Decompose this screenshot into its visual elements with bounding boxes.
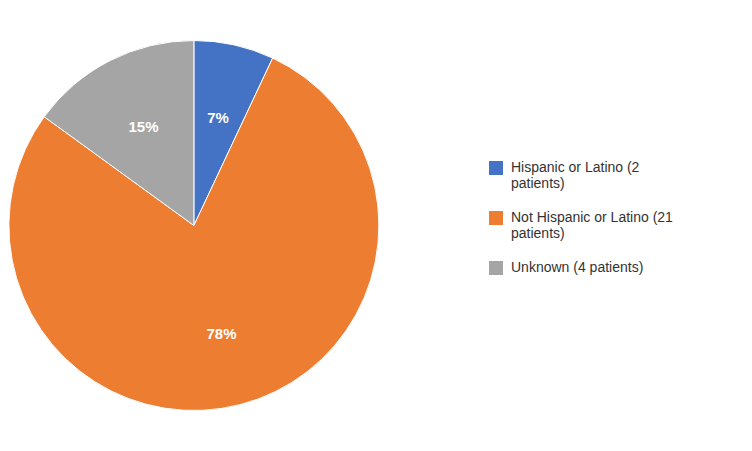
html-text:patients): patients) bbox=[511, 224, 565, 241]
svg-text:78%: 78% bbox=[206, 325, 236, 342]
html-text:Hispanic or Latino (2: Hispanic or Latino (2 bbox=[511, 158, 640, 175]
html-text:Unknown (4 patients): Unknown (4 patients) bbox=[511, 258, 644, 275]
html-text:Not Hispanic or Latino (21: Not Hispanic or Latino (21 bbox=[511, 208, 673, 225]
svg-text:15%: 15% bbox=[128, 118, 158, 135]
svg-text:7%: 7% bbox=[207, 109, 229, 126]
html-text:patients): patients) bbox=[511, 174, 565, 191]
